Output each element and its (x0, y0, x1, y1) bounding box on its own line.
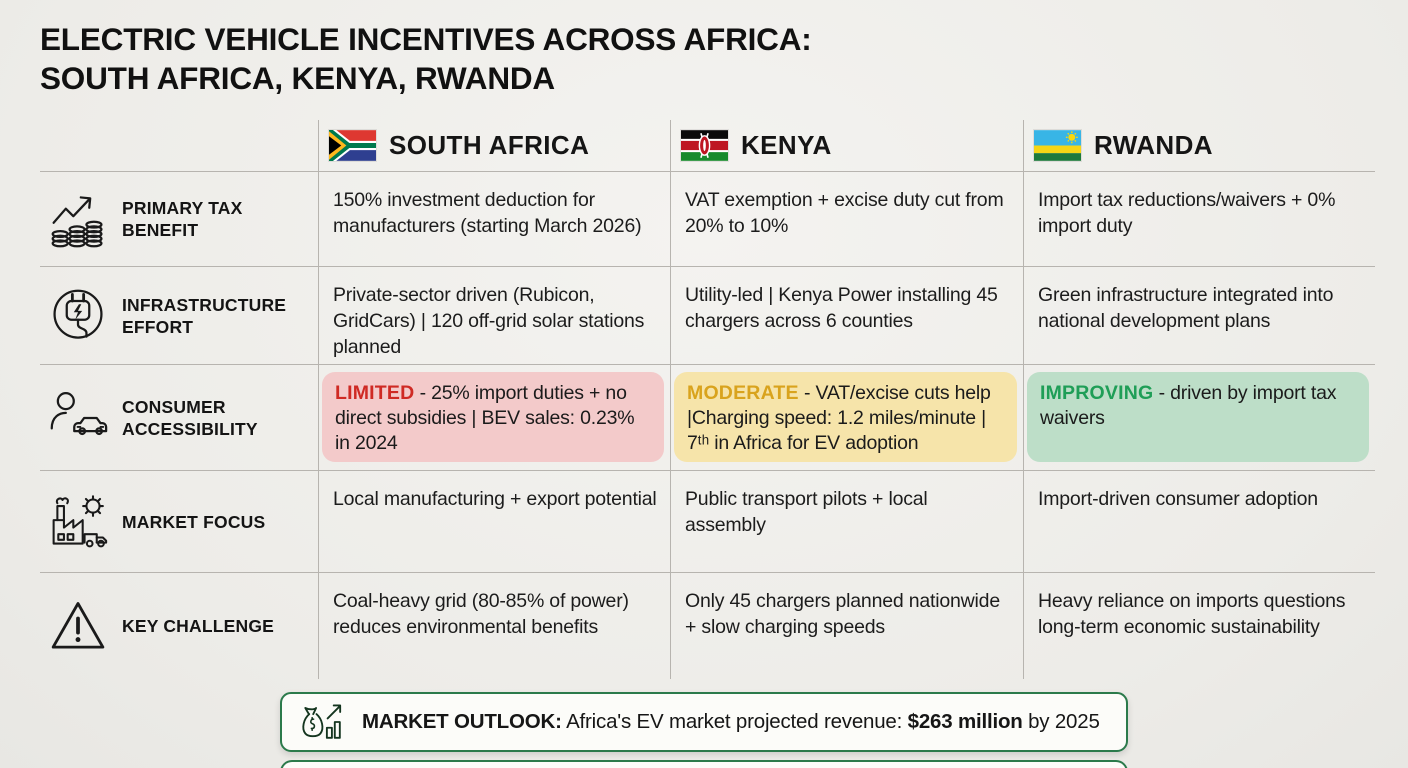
person-car-icon (44, 385, 112, 451)
row-label-text: CONSUMER ACCESSIBILITY (122, 396, 258, 439)
warning-icon (44, 593, 112, 659)
header-corner-spacer (40, 120, 318, 172)
column-title-rwanda: RWANDA (1094, 130, 1213, 160)
status-badge-moderate: MODERATE (687, 382, 799, 404)
cell-text: 150% investment deduction for manufactur… (333, 189, 642, 237)
rwanda-flag-icon (1034, 130, 1081, 161)
column-header-kenya: KENYA (670, 120, 1023, 172)
row-label-text: INFRASTRUCTURE EFFORT (122, 294, 287, 337)
title-line1: ELECTRIC VEHICLE INCENTIVES ACROSS AFRIC… (40, 21, 812, 57)
highlight-limited: LIMITED - 25% import duties + no direct … (322, 372, 664, 462)
cell-text: Utility-led | Kenya Power installing 45 … (685, 284, 998, 332)
cell-challenge-south-africa: Coal-heavy grid (80-85% of power) reduce… (318, 573, 670, 679)
highlight-moderate: MODERATE - VAT/excise cuts help |Chargin… (674, 372, 1017, 462)
market-outlook-box: MARKET OUTLOOK: Africa's EV market proje… (280, 692, 1128, 752)
cell-text: Heavy reliance on imports questions long… (1038, 590, 1346, 638)
column-title-kenya: KENYA (741, 130, 832, 160)
cell-text: - 25% import duties + no direct subsidie… (335, 382, 635, 454)
outlook-body: Africa's EV market projected revenue: (566, 710, 903, 733)
cell-challenge-rwanda: Heavy reliance on imports questions long… (1023, 573, 1375, 679)
title-line2: SOUTH AFRICA, KENYA, RWANDA (40, 60, 555, 96)
cell-tax-rwanda: Import tax reductions/waivers + 0% impor… (1023, 172, 1375, 267)
cell-text: Import-driven consumer adoption (1038, 488, 1318, 510)
cell-text: VAT exemption + excise duty cut from 20%… (685, 189, 1004, 237)
cell-infrastructure-south-africa: Private-sector driven (Rubicon, GridCars… (318, 267, 670, 365)
cell-market-rwanda: Import-driven consumer adoption (1023, 471, 1375, 573)
cell-tax-kenya: VAT exemption + excise duty cut from 20%… (670, 172, 1023, 267)
column-header-south-africa: SOUTH AFRICA (318, 120, 670, 172)
cell-text: - driven by import tax waivers (1040, 382, 1337, 429)
row-label-text: KEY CHALLENGE (122, 616, 275, 636)
market-outlook-text: MARKET OUTLOOK: Africa's EV market proje… (362, 710, 1100, 734)
tax-growth-icon (44, 186, 112, 252)
comparison-table: SOUTH AFRICA KENYA (40, 120, 1375, 679)
cell-text: Only 45 chargers planned nationwide + sl… (685, 590, 1000, 638)
status-badge-improving: IMPROVING (1040, 382, 1154, 404)
outlook-label: MARKET OUTLOOK: (362, 710, 562, 733)
row-label-market-focus: MARKET FOCUS (40, 471, 318, 573)
row-label-infrastructure-effort: INFRASTRUCTURE EFFORT (40, 267, 318, 365)
cell-text: Private-sector driven (Rubicon, GridCars… (333, 284, 645, 358)
highlight-improving: IMPROVING - driven by import tax waivers (1027, 372, 1369, 462)
next-section-peek (280, 760, 1128, 768)
row-label-key-challenge: KEY CHALLENGE (40, 573, 318, 679)
cell-text: Coal-heavy grid (80-85% of power) reduce… (333, 590, 629, 638)
cell-infrastructure-kenya: Utility-led | Kenya Power installing 45 … (670, 267, 1023, 365)
cell-consumer-kenya: MODERATE - VAT/excise cuts help |Chargin… (670, 365, 1023, 471)
page-title: ELECTRIC VEHICLE INCENTIVES ACROSS AFRIC… (40, 20, 1368, 98)
column-header-rwanda: RWANDA (1023, 120, 1375, 172)
cell-market-south-africa: Local manufacturing + export potential (318, 471, 670, 573)
row-label-consumer-accessibility: CONSUMER ACCESSIBILITY (40, 365, 318, 471)
status-badge-limited: LIMITED (335, 382, 415, 404)
factory-truck-icon (44, 489, 112, 555)
cell-consumer-south-africa: LIMITED - 25% import duties + no direct … (318, 365, 670, 471)
cell-text: Import tax reductions/waivers + 0% impor… (1038, 189, 1336, 237)
cell-text: Green infrastructure integrated into nat… (1038, 284, 1334, 332)
row-label-primary-tax-benefit: PRIMARY TAX BENEFIT (40, 172, 318, 267)
cell-text: Local manufacturing + export potential (333, 488, 657, 510)
row-label-text: PRIMARY TAX BENEFIT (122, 198, 243, 240)
cell-challenge-kenya: Only 45 chargers planned nationwide + sl… (670, 573, 1023, 679)
outlook-value: $263 million (907, 710, 1023, 733)
outlook-suffix: by 2025 (1028, 710, 1100, 733)
money-bag-growth-icon (302, 704, 342, 739)
cell-consumer-rwanda: IMPROVING - driven by import tax waivers (1023, 365, 1375, 471)
cell-text: - VAT/excise cuts help |Charging speed: … (687, 382, 991, 454)
cell-text: Public transport pilots + local assembly (685, 488, 928, 536)
ev-plug-icon (44, 283, 112, 349)
kenya-flag-icon (681, 130, 728, 161)
south-africa-flag-icon (329, 130, 376, 161)
row-label-text: MARKET FOCUS (122, 511, 266, 532)
column-title-south-africa: SOUTH AFRICA (389, 130, 590, 160)
cell-infrastructure-rwanda: Green infrastructure integrated into nat… (1023, 267, 1375, 365)
cell-market-kenya: Public transport pilots + local assembly (670, 471, 1023, 573)
cell-tax-south-africa: 150% investment deduction for manufactur… (318, 172, 670, 267)
